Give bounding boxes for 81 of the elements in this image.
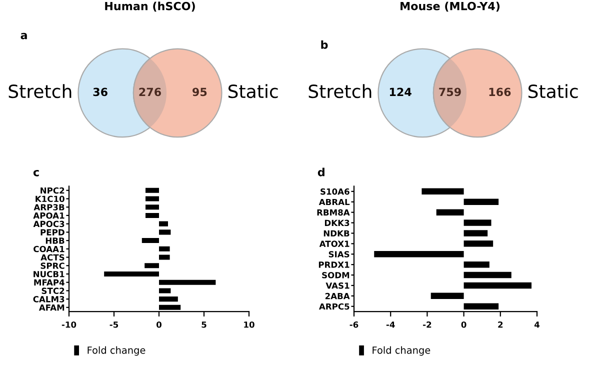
x-tick-label: 0 <box>461 321 466 328</box>
bar <box>464 220 492 226</box>
bar <box>464 272 512 278</box>
y-tick-label: DKK3 <box>324 220 350 226</box>
y-tick-label: VAS1 <box>326 282 350 289</box>
x-tick-label: 10 <box>244 321 254 328</box>
y-tick-label: ARP3B <box>34 204 64 210</box>
bar <box>464 282 532 289</box>
bar <box>430 292 464 300</box>
category-label: Stretch <box>308 84 372 98</box>
bar <box>159 296 178 302</box>
category-label: Static <box>228 84 278 98</box>
y-tick-label: NPC2 <box>40 187 64 194</box>
y-tick-label: NUCB1 <box>34 270 64 278</box>
bar <box>422 188 464 195</box>
x-tick-label: 4 <box>534 322 540 328</box>
text: b <box>321 40 328 49</box>
data-label: 36 <box>93 88 108 96</box>
bar <box>159 246 170 252</box>
y-tick-label: NDKB <box>324 230 350 236</box>
y-tick-label: PEPD <box>40 229 64 236</box>
y-tick-label: RBM8A <box>317 209 350 216</box>
y-tick-label: SODM <box>322 272 350 278</box>
text: Human (hSCO) <box>105 2 195 12</box>
data-label: 124 <box>390 88 412 96</box>
bar <box>159 288 171 294</box>
data-label: 276 <box>139 88 161 96</box>
bar <box>144 263 159 268</box>
y-tick-label: HBB <box>46 238 64 244</box>
legend-label: Fold change <box>372 346 430 356</box>
data-label: 95 <box>192 88 207 96</box>
y-tick-label: APOA1 <box>33 212 64 219</box>
bar <box>146 188 159 193</box>
x-tick-label: 2 <box>498 321 503 328</box>
x-tick-label: -4 <box>386 322 395 328</box>
y-tick-label: ARPC5 <box>318 303 350 310</box>
bar <box>104 271 159 276</box>
bar <box>464 198 499 206</box>
legend-label: Fold change <box>88 346 146 356</box>
x-tick-label: -2 <box>423 321 432 328</box>
y-tick-label: COAA1 <box>34 246 64 252</box>
y-tick-label: SIAS <box>328 251 350 258</box>
bar <box>142 238 159 244</box>
bar <box>159 230 171 235</box>
x-tick-label: 5 <box>202 322 206 328</box>
y-tick-label: 2ABA <box>325 292 350 300</box>
category-label: Stretch <box>8 84 72 98</box>
text: d <box>318 168 324 176</box>
y-tick-label: K1C10 <box>36 196 64 202</box>
x-tick-label: 0 <box>156 321 162 328</box>
y-tick-label: ATOX1 <box>319 240 350 247</box>
text: c <box>33 170 39 176</box>
bar <box>146 212 159 218</box>
data-label: 166 <box>489 88 511 96</box>
y-tick-label: CALM3 <box>33 296 64 302</box>
bar <box>159 221 168 226</box>
bar <box>146 196 159 202</box>
bar <box>464 261 490 268</box>
x-tick-label: -6 <box>350 321 358 328</box>
y-tick-label: STC2 <box>42 288 64 294</box>
x-tick-label: -10 <box>62 321 76 328</box>
y-tick-label: ACTS <box>40 254 64 261</box>
y-tick-label: APOC3 <box>33 220 64 228</box>
y-tick-label: ABRAL <box>318 198 350 206</box>
bar <box>159 254 170 260</box>
y-tick-label: PRDX1 <box>318 262 350 268</box>
bar <box>464 230 488 236</box>
bar <box>146 204 159 210</box>
data-label: 759 <box>439 88 461 96</box>
text: a <box>20 32 27 40</box>
text: Mouse (MLO-Y4) <box>400 2 500 12</box>
y-tick-label: S10A6 <box>320 188 350 195</box>
bar <box>436 209 464 216</box>
bar <box>159 280 216 285</box>
y-tick-label: MFAP4 <box>34 279 64 286</box>
y-tick-label: AFAM <box>38 304 64 311</box>
bar <box>374 250 464 258</box>
bar <box>464 240 494 247</box>
category-label: Static <box>528 84 578 98</box>
y-tick-label: SPRC <box>40 262 64 269</box>
x-tick-label: -5 <box>110 322 118 328</box>
